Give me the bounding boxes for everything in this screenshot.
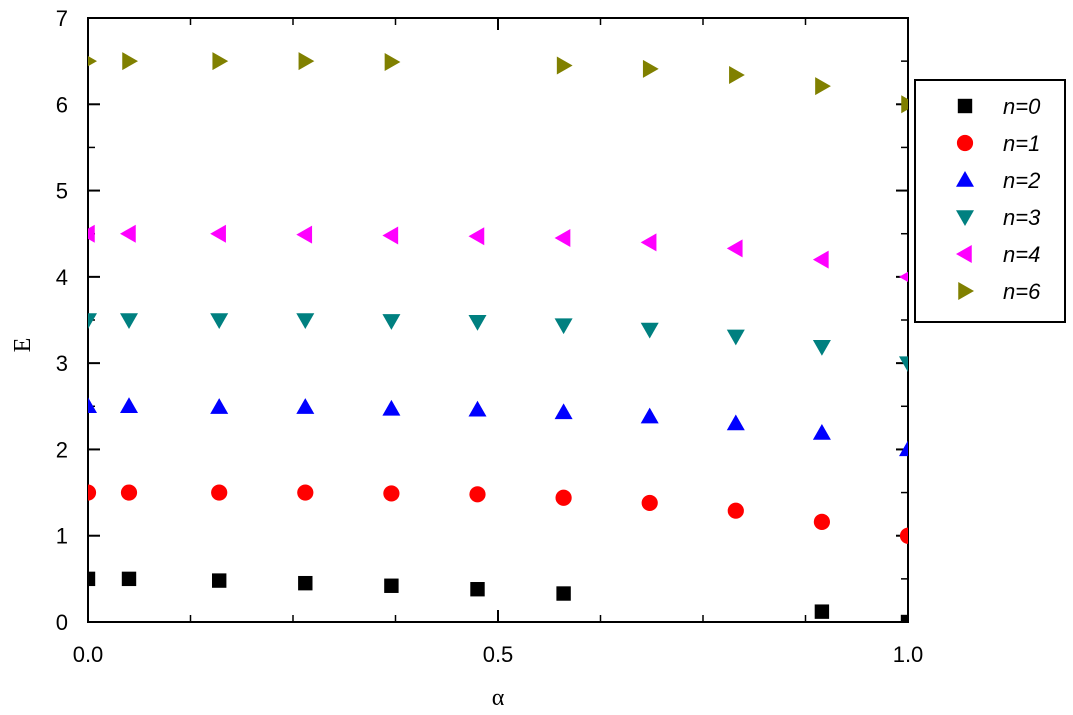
data-point-n-1 bbox=[211, 484, 228, 501]
axes bbox=[87, 17, 909, 623]
y-axis-title: E bbox=[10, 338, 36, 353]
data-point-n-2 bbox=[88, 397, 97, 414]
data-point-n-3 bbox=[120, 313, 138, 329]
x-tick-label: 0.5 bbox=[483, 642, 514, 667]
data-point-n-1 bbox=[88, 484, 97, 501]
plot-frame bbox=[87, 17, 909, 623]
data-point-n-0 bbox=[384, 578, 399, 593]
legend-label: n=0 bbox=[1003, 94, 1041, 119]
data-point-n-3 bbox=[554, 318, 573, 335]
data-point-n-4 bbox=[726, 239, 743, 258]
data-point-n-4 bbox=[899, 271, 908, 283]
data-point-n-4 bbox=[210, 224, 226, 243]
data-point-n-1 bbox=[555, 489, 572, 506]
data-point-n-1 bbox=[383, 485, 400, 502]
data-point-n-2 bbox=[120, 397, 138, 414]
x-tick-label: 1.0 bbox=[893, 642, 924, 667]
y-tick-label: 0 bbox=[56, 610, 68, 635]
data-point-n-6 bbox=[901, 95, 908, 114]
data-point-n-3 bbox=[468, 314, 487, 331]
legend-marker-n-2 bbox=[956, 171, 974, 187]
data-point-n-3 bbox=[812, 339, 831, 356]
data-point-n-6 bbox=[729, 65, 745, 84]
data-point-n-0 bbox=[121, 571, 137, 587]
data-point-n-4 bbox=[120, 224, 136, 243]
data-point-n-2 bbox=[554, 403, 573, 420]
data-point-n-4 bbox=[88, 224, 95, 243]
data-point-n-0 bbox=[814, 604, 830, 619]
data-point-n-2 bbox=[296, 398, 315, 414]
legend: n=0 n=1 n=2 n=3 n=4 n=6 bbox=[914, 79, 1066, 323]
data-point-n-3 bbox=[210, 313, 229, 329]
legend-marker-n-3 bbox=[956, 210, 974, 226]
data-point-n-6 bbox=[642, 59, 659, 78]
data-point-n-1 bbox=[641, 494, 658, 512]
data-point-n-0 bbox=[556, 586, 571, 601]
data-point-n-3 bbox=[296, 313, 315, 329]
legend-marker-n-6 bbox=[958, 282, 974, 300]
y-tick-label: 2 bbox=[56, 437, 68, 462]
legend-marker-n-4 bbox=[956, 245, 972, 263]
y-tick-label: 6 bbox=[56, 92, 68, 117]
data-point-n-6 bbox=[122, 52, 138, 71]
data-point-n-1 bbox=[813, 513, 831, 531]
data-point-n-3 bbox=[640, 322, 659, 339]
data-point-n-0 bbox=[212, 573, 227, 588]
data-point-n-1 bbox=[297, 484, 314, 501]
data-point-n-4 bbox=[382, 226, 399, 245]
data-point-n-2 bbox=[468, 400, 487, 417]
data-point-n-0 bbox=[298, 575, 313, 591]
data-point-n-6 bbox=[88, 55, 97, 67]
y-tick-label: 3 bbox=[56, 351, 68, 376]
legend-label: n=4 bbox=[1003, 242, 1040, 267]
data-point-n-0 bbox=[88, 571, 96, 587]
data-point-n-0 bbox=[900, 614, 908, 622]
data-point-n-4 bbox=[554, 229, 571, 248]
data-point-n-6 bbox=[815, 77, 831, 96]
data-point-n-4 bbox=[812, 250, 829, 269]
data-point-n-3 bbox=[899, 356, 908, 373]
data-point-n-4 bbox=[296, 225, 313, 244]
data-point-n-2 bbox=[726, 414, 745, 431]
data-point-n-0 bbox=[470, 582, 485, 597]
legend-label: n=2 bbox=[1003, 168, 1040, 193]
legend-label: n=6 bbox=[1003, 279, 1041, 304]
data-point-n-2 bbox=[812, 424, 831, 440]
legend-marker-n-0 bbox=[957, 98, 973, 114]
legend-box bbox=[914, 79, 1066, 323]
data-point-n-6 bbox=[212, 52, 229, 71]
data-points bbox=[88, 52, 908, 622]
data-point-n-6 bbox=[556, 56, 573, 75]
x-tick-label: 0.0 bbox=[73, 642, 104, 667]
x-axis-title: α bbox=[492, 685, 505, 711]
tick-labels: 0.0 0.5 1.0 0 1 2 3 4 5 6 7 bbox=[56, 6, 924, 667]
data-point-n-2 bbox=[899, 440, 908, 457]
data-point-n-2 bbox=[382, 399, 401, 416]
legend-label: n=3 bbox=[1003, 205, 1041, 230]
legend-label: n=1 bbox=[1003, 131, 1040, 156]
y-tick-label: 5 bbox=[56, 179, 68, 204]
data-point-n-3 bbox=[726, 329, 745, 346]
data-point-n-6 bbox=[298, 52, 315, 71]
data-point-n-4 bbox=[468, 227, 485, 246]
data-point-n-2 bbox=[640, 407, 659, 424]
legend-marker-n-1 bbox=[956, 134, 974, 152]
data-point-n-3 bbox=[88, 313, 97, 329]
data-point-n-1 bbox=[469, 486, 486, 503]
data-point-n-2 bbox=[210, 398, 229, 414]
data-point-n-1 bbox=[120, 484, 138, 501]
data-point-n-6 bbox=[384, 53, 401, 72]
data-point-n-3 bbox=[382, 314, 401, 330]
data-point-n-1 bbox=[899, 527, 908, 544]
data-point-n-4 bbox=[640, 233, 657, 252]
y-tick-label: 4 bbox=[56, 265, 68, 290]
y-tick-label: 7 bbox=[56, 6, 68, 31]
data-point-n-1 bbox=[727, 502, 744, 519]
y-tick-label: 1 bbox=[56, 524, 68, 549]
